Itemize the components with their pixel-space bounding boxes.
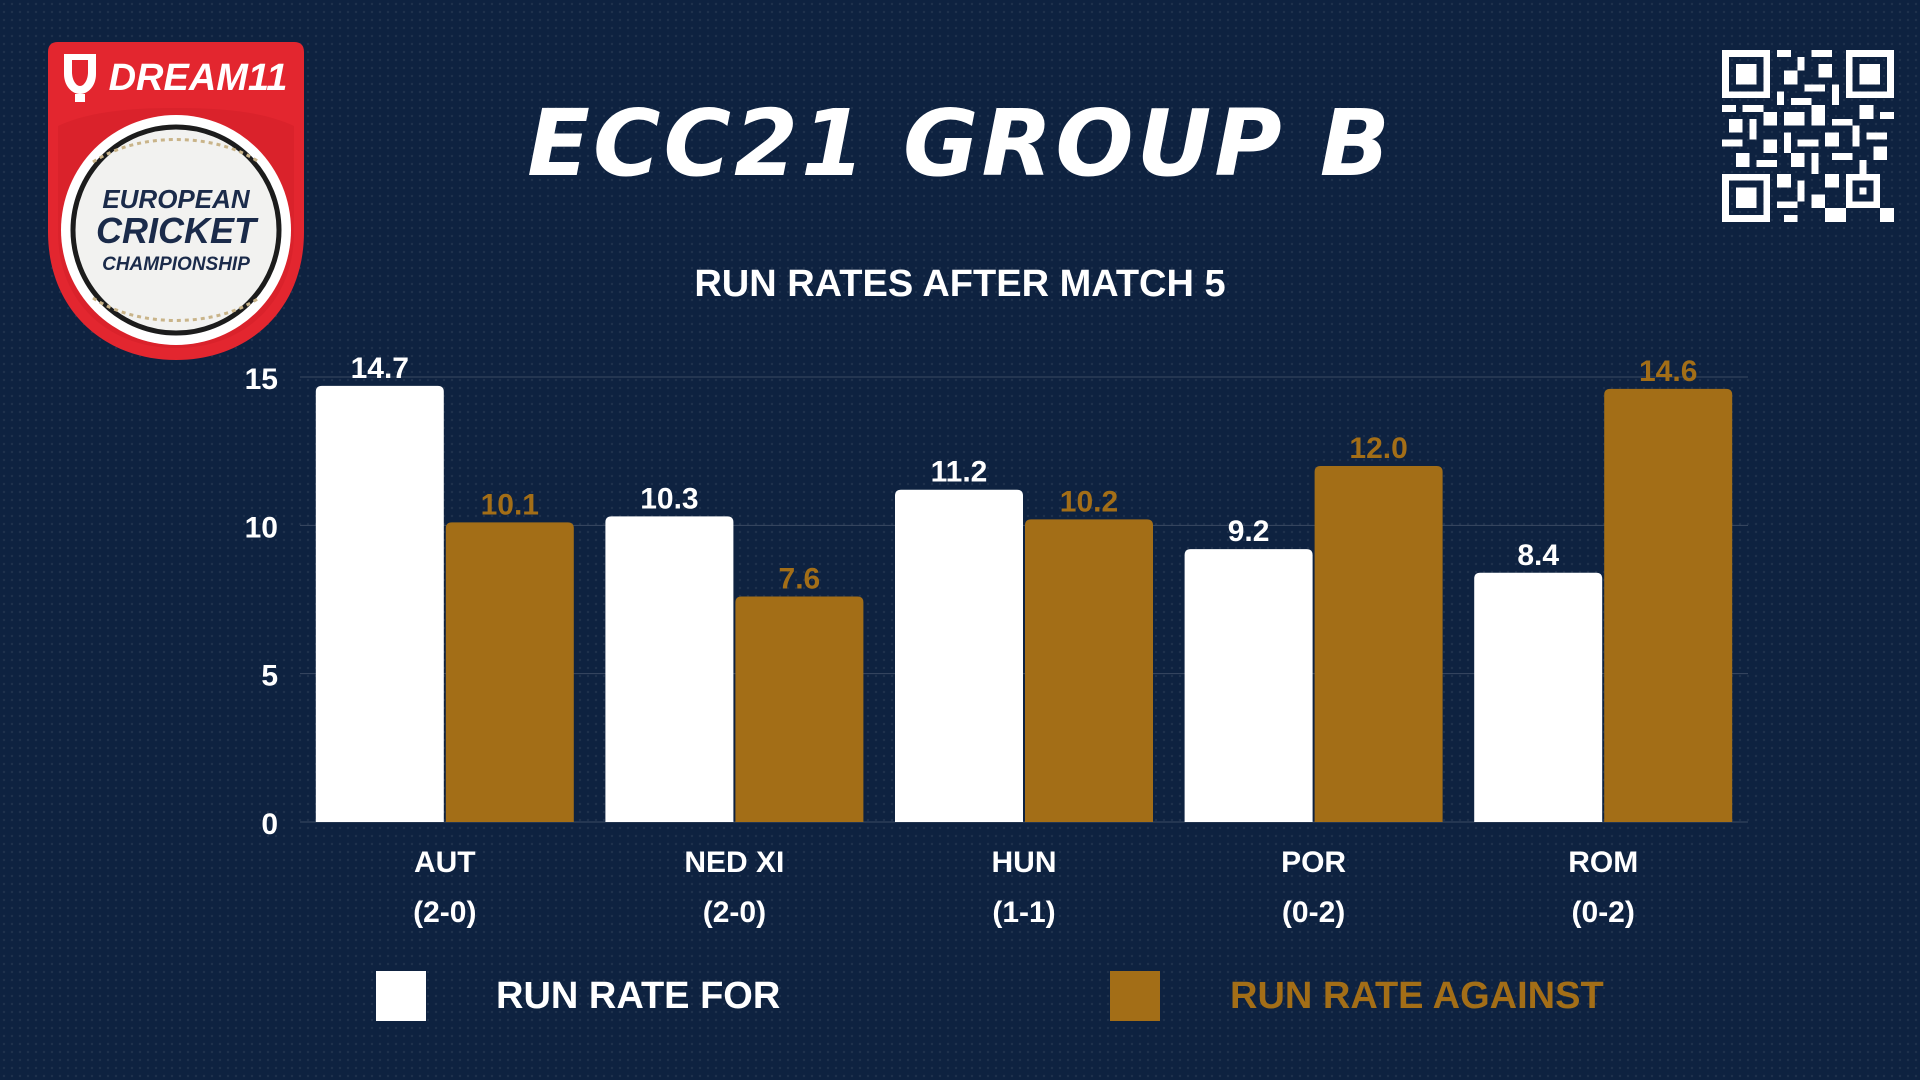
y-tick-label: 15: [245, 363, 278, 396]
data-label-for: 8.4: [1517, 539, 1559, 572]
x-category-record: (0-2): [1282, 896, 1345, 929]
dream11-ecc-logo: DREAM11 EUROPEAN CRICKET CHAMPIONSHIP: [48, 42, 304, 360]
bar-run-rate-against: [1604, 388, 1733, 822]
logo-text-cricket: CRICKET: [96, 210, 259, 251]
bar-run-rate-for: [605, 516, 734, 822]
data-label-against: 7.6: [779, 563, 821, 596]
legend-label-against: RUN RATE AGAINST: [1230, 974, 1604, 1017]
bar-run-rate-for: [1184, 549, 1313, 822]
legend-swatch-against: [1110, 971, 1160, 1021]
bar-run-rate-for: [1474, 572, 1603, 822]
bar-run-rate-for: [895, 489, 1023, 822]
bar-run-rate-against: [1314, 466, 1443, 822]
legend-label-for: RUN RATE FOR: [496, 974, 781, 1017]
y-tick-label: 5: [261, 660, 278, 693]
bar-run-rate-against: [1025, 519, 1153, 822]
y-tick-label: 0: [261, 808, 278, 841]
data-label-for: 10.3: [640, 482, 698, 515]
logo-text-european: EUROPEAN: [102, 184, 251, 214]
x-category-label: POR: [1281, 846, 1346, 879]
chart-subtitle: RUN RATES AFTER MATCH 5: [694, 263, 1226, 305]
legend-item-run-rate-against: RUN RATE AGAINST: [1110, 971, 1604, 1021]
legend-swatch-for: [376, 971, 426, 1021]
logo-text-championship: CHAMPIONSHIP: [102, 254, 250, 275]
x-category-record: (0-2): [1572, 896, 1635, 929]
x-category-label: AUT: [414, 846, 476, 879]
y-tick-label: 10: [245, 511, 278, 544]
logo-brand-text: DREAM11: [109, 57, 288, 99]
x-category-label: ROM: [1568, 846, 1638, 879]
x-category-record: (2-0): [703, 896, 766, 929]
data-label-against: 12.0: [1349, 432, 1407, 465]
data-label-against: 10.2: [1060, 485, 1118, 518]
x-category-record: (2-0): [413, 896, 476, 929]
x-category-record: (1-1): [992, 896, 1055, 929]
data-label-for: 14.7: [351, 352, 409, 385]
page-title: ECC21 GROUP B: [527, 90, 1393, 197]
legend-item-run-rate-for: RUN RATE FOR: [376, 971, 780, 1021]
dream11-helmet-icon: [64, 54, 96, 102]
x-category-label: NED XI: [684, 846, 784, 879]
data-label-for: 11.2: [931, 456, 988, 489]
bar-run-rate-for: [315, 385, 444, 822]
qr-code-icon: [1722, 50, 1894, 222]
x-category-label: HUN: [992, 846, 1057, 879]
data-label-against: 10.1: [481, 488, 539, 521]
data-label-against: 14.6: [1639, 355, 1697, 388]
bar-run-rate-against: [735, 596, 864, 822]
data-label-for: 9.2: [1228, 515, 1270, 548]
bar-run-rate-against: [445, 522, 574, 822]
